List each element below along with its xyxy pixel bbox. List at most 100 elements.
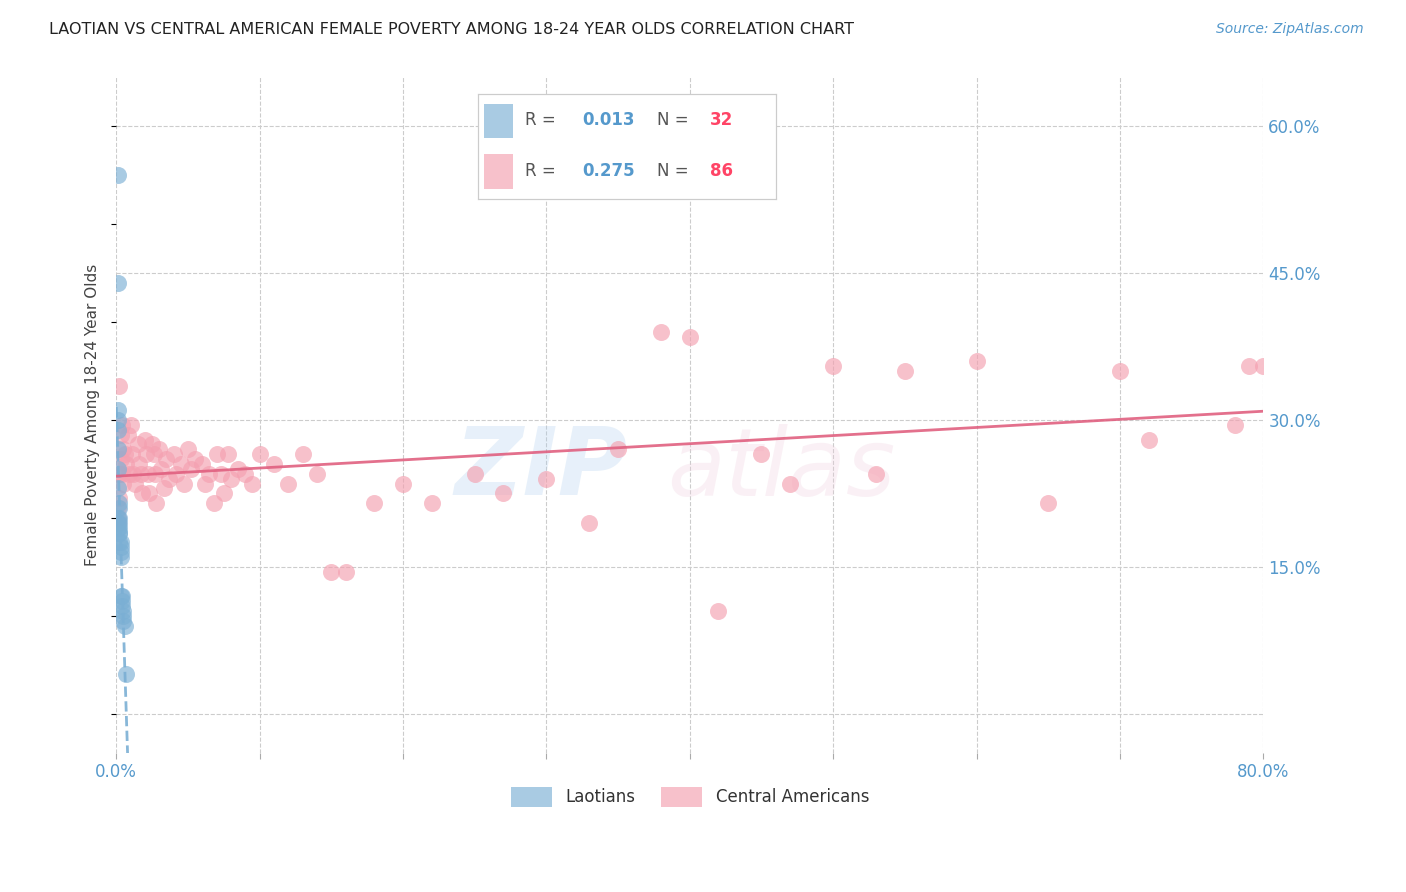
Point [121, 447, 143, 461]
Point [108, 535, 131, 549]
Point [108, 501, 131, 516]
Point [263, 457, 285, 471]
Point [865, 467, 887, 481]
Point [152, 482, 174, 496]
Point [107, 501, 129, 516]
Point [108, 467, 131, 481]
Point [226, 462, 249, 476]
Point [305, 467, 328, 481]
Point [128, 457, 150, 471]
Point [198, 467, 221, 481]
Point [142, 447, 165, 461]
Text: LAOTIAN VS CENTRAL AMERICAN FEMALE POVERTY AMONG 18-24 YEAR OLDS CORRELATION CHA: LAOTIAN VS CENTRAL AMERICAN FEMALE POVER… [49, 22, 855, 37]
Point [170, 457, 193, 471]
Point [108, 525, 131, 540]
Point [114, 618, 136, 632]
Point [115, 457, 138, 471]
Point [120, 417, 142, 432]
Point [157, 472, 180, 486]
Y-axis label: Female Poverty Among 18-24 Year Olds: Female Poverty Among 18-24 Year Olds [86, 264, 100, 566]
Legend: Laotians, Central Americans: Laotians, Central Americans [503, 780, 876, 814]
Point [108, 511, 131, 525]
Point [1137, 433, 1160, 447]
Point [107, 482, 129, 496]
Point [166, 467, 188, 481]
Point [115, 667, 138, 681]
Point [107, 276, 129, 290]
Point [249, 447, 271, 461]
Point [217, 447, 239, 461]
Point [107, 511, 129, 525]
Point [107, 169, 129, 183]
Point [108, 496, 131, 510]
Point [112, 614, 135, 628]
Point [110, 427, 132, 442]
Point [138, 486, 160, 500]
Point [124, 476, 146, 491]
Point [650, 325, 672, 339]
Point [149, 462, 172, 476]
Point [110, 452, 132, 467]
Point [363, 496, 385, 510]
Point [321, 565, 343, 579]
Point [107, 413, 129, 427]
Point [335, 565, 357, 579]
Point [277, 476, 299, 491]
Point [136, 467, 159, 481]
Point [108, 521, 131, 535]
Point [966, 354, 988, 368]
Point [112, 476, 135, 491]
Point [155, 452, 177, 467]
Point [143, 467, 166, 481]
Point [110, 535, 132, 549]
Point [184, 452, 207, 467]
Point [127, 437, 149, 451]
Point [148, 442, 170, 457]
Point [202, 496, 225, 510]
Point [135, 447, 157, 461]
Point [420, 496, 443, 510]
Point [233, 467, 256, 481]
Point [134, 433, 156, 447]
Point [107, 521, 129, 535]
Point [464, 467, 486, 481]
Point [1253, 359, 1275, 373]
Point [291, 447, 314, 461]
Point [110, 545, 132, 559]
Point [492, 486, 515, 500]
Point [107, 462, 129, 476]
Point [107, 423, 129, 437]
Point [108, 525, 131, 540]
Point [108, 491, 131, 506]
Point [578, 516, 600, 530]
Point [112, 604, 135, 618]
Point [129, 467, 152, 481]
Point [118, 467, 141, 481]
Point [162, 447, 184, 461]
Point [111, 594, 134, 608]
Point [107, 516, 129, 530]
Point [117, 427, 139, 442]
Point [112, 442, 135, 457]
Point [110, 589, 132, 603]
Point [107, 511, 129, 525]
Point [242, 476, 264, 491]
Text: atlas: atlas [668, 424, 896, 515]
Point [108, 516, 131, 530]
Point [141, 437, 163, 451]
Point [110, 540, 132, 554]
Point [111, 589, 134, 603]
Point [107, 403, 129, 417]
Text: Source: ZipAtlas.com: Source: ZipAtlas.com [1216, 22, 1364, 37]
Point [679, 330, 702, 344]
Point [392, 476, 415, 491]
Point [1109, 364, 1132, 378]
Point [1038, 496, 1060, 510]
Point [112, 608, 135, 623]
Point [191, 457, 214, 471]
Point [779, 476, 801, 491]
Point [209, 467, 232, 481]
Point [894, 364, 917, 378]
Point [131, 486, 153, 500]
Point [1223, 417, 1246, 432]
